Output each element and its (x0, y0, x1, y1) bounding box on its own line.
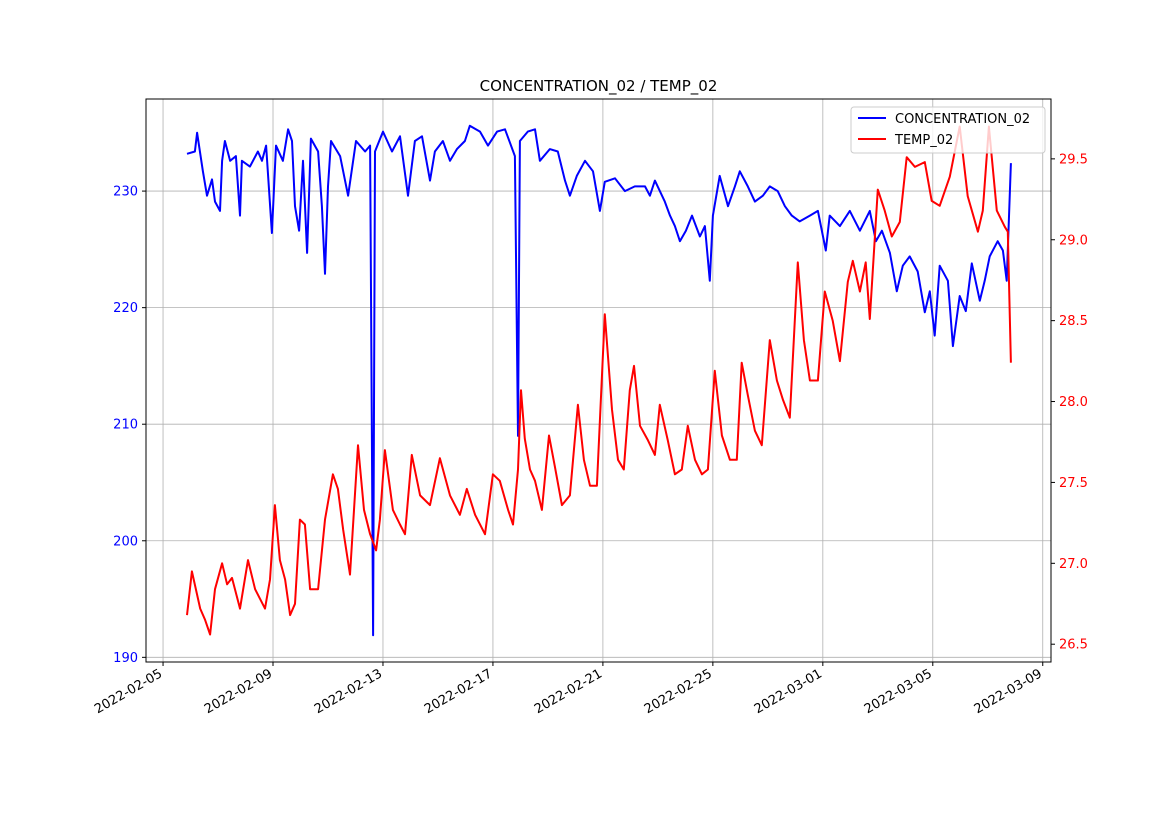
y-right-tick-label: 27.0 (1059, 557, 1088, 572)
series-layer (186, 124, 1012, 637)
y-right-tick-label: 28.5 (1059, 314, 1088, 329)
y-right-tick-label: 29.5 (1059, 152, 1088, 167)
series-line-temp-02 (186, 125, 1012, 636)
series-line-concentration-02 (186, 124, 1012, 637)
y-right-tick-label: 28.0 (1059, 395, 1088, 410)
x-tick-label: 2022-03-05 (862, 666, 935, 717)
x-tick-label: 2022-03-09 (972, 666, 1045, 717)
y-left-tick-label: 200 (113, 534, 138, 549)
y-left-tick-label: 210 (113, 418, 138, 433)
x-tick-label: 2022-02-21 (532, 666, 605, 717)
x-tick-label: 2022-02-05 (92, 666, 165, 717)
x-tick-label: 2022-02-25 (642, 666, 715, 717)
y-axis-left: 190 200 210 220 230 (113, 185, 146, 666)
y-right-tick-label: 26.5 (1059, 638, 1088, 653)
y-left-tick-label: 220 (113, 301, 138, 316)
legend-label-concentration: CONCENTRATION_02 (895, 112, 1030, 127)
chart-title: CONCENTRATION_02 / TEMP_02 (480, 77, 718, 96)
y-left-tick-label: 230 (113, 185, 138, 200)
y-left-tick-label: 190 (113, 651, 138, 666)
y-right-tick-label: 29.0 (1059, 233, 1088, 248)
x-tick-label: 2022-03-01 (752, 666, 825, 717)
legend: CONCENTRATION_02 TEMP_02 (850, 106, 1046, 154)
x-tick-label: 2022-02-13 (312, 666, 385, 717)
x-tick-label: 2022-02-09 (202, 666, 275, 717)
legend-label-temp: TEMP_02 (894, 133, 953, 148)
legend-box (850, 106, 1046, 154)
x-axis: 2022-02-05 2022-02-09 2022-02-13 2022-02-17… (92, 662, 1045, 717)
plot-frame (145, 98, 1052, 663)
x-tick-label: 2022-02-17 (422, 666, 495, 717)
y-axis-right: 26.5 27.0 27.5 28.0 28.5 29.0 29.5 (1051, 152, 1088, 653)
y-right-tick-label: 27.5 (1059, 476, 1088, 491)
grid (146, 99, 1051, 662)
